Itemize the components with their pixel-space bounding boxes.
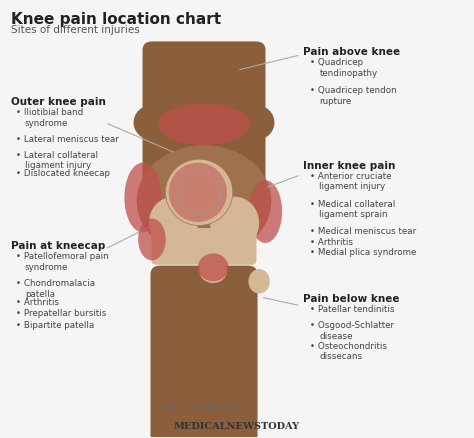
FancyBboxPatch shape <box>150 266 257 438</box>
Text: • Anterior cruciate: • Anterior cruciate <box>310 171 392 180</box>
Ellipse shape <box>237 106 274 141</box>
Text: dissecans: dissecans <box>319 351 363 360</box>
Ellipse shape <box>169 163 227 223</box>
Text: disease: disease <box>319 331 353 340</box>
Ellipse shape <box>200 259 227 283</box>
Text: Sites of different injuries: Sites of different injuries <box>11 25 139 35</box>
Text: Knee pain location chart: Knee pain location chart <box>11 12 221 27</box>
Ellipse shape <box>248 269 270 294</box>
Text: ligament injury: ligament injury <box>25 161 91 170</box>
Ellipse shape <box>138 219 166 261</box>
Text: syndrome: syndrome <box>25 118 68 127</box>
Ellipse shape <box>198 254 228 282</box>
Text: • Medical collateral: • Medical collateral <box>310 199 395 208</box>
Text: • Quadricep: • Quadricep <box>310 58 363 67</box>
Text: • Prepatellar bursitis: • Prepatellar bursitis <box>16 308 106 317</box>
Ellipse shape <box>124 163 161 233</box>
Text: Pain above knee: Pain above knee <box>303 47 400 57</box>
Text: patella: patella <box>25 289 55 298</box>
Text: Pain at kneecap: Pain at kneecap <box>11 241 105 251</box>
Text: tendinopathy: tendinopathy <box>319 68 378 78</box>
Text: ligament injury: ligament injury <box>319 182 385 191</box>
Text: Outer knee pain: Outer knee pain <box>11 97 106 107</box>
Ellipse shape <box>210 197 259 250</box>
Text: syndrome: syndrome <box>25 262 68 271</box>
Text: • Iliotibial band: • Iliotibial band <box>16 108 83 117</box>
Text: • Arthritis: • Arthritis <box>310 237 353 246</box>
Text: • Bipartite patella: • Bipartite patella <box>16 321 94 329</box>
Text: • Chondromalacia: • Chondromalacia <box>16 279 95 288</box>
Text: • Quadricep tendon: • Quadricep tendon <box>310 86 397 95</box>
FancyBboxPatch shape <box>143 42 265 206</box>
FancyBboxPatch shape <box>152 229 256 265</box>
Ellipse shape <box>137 146 272 257</box>
Text: • Lateral collateral: • Lateral collateral <box>16 151 98 159</box>
Text: KNEE FRONT VIEW: KNEE FRONT VIEW <box>165 404 243 413</box>
Text: ligament sprain: ligament sprain <box>319 210 388 219</box>
Text: rupture: rupture <box>319 97 352 106</box>
Text: • Medical meniscus tear: • Medical meniscus tear <box>310 226 416 235</box>
Text: • Lateral meniscus tear: • Lateral meniscus tear <box>16 135 118 144</box>
Ellipse shape <box>165 160 233 226</box>
Text: Inner knee pain: Inner knee pain <box>303 160 395 170</box>
Text: Pain below knee: Pain below knee <box>303 293 400 303</box>
Text: • Arthritis: • Arthritis <box>16 297 58 306</box>
Text: • Dislocated kneecap: • Dislocated kneecap <box>16 169 109 178</box>
Ellipse shape <box>134 106 170 141</box>
Text: • Osgood-Schlatter: • Osgood-Schlatter <box>310 321 394 329</box>
Text: • Medial plica syndrome: • Medial plica syndrome <box>310 247 417 256</box>
Ellipse shape <box>248 181 282 244</box>
Ellipse shape <box>158 104 250 146</box>
Text: • Osteochondritis: • Osteochondritis <box>310 341 387 350</box>
Ellipse shape <box>149 197 198 250</box>
Text: • Patellofemoral pain: • Patellofemoral pain <box>16 252 108 261</box>
Text: MEDICALNEWSTODAY: MEDICALNEWSTODAY <box>174 421 300 430</box>
Text: • Patellar tendinitis: • Patellar tendinitis <box>310 304 394 313</box>
